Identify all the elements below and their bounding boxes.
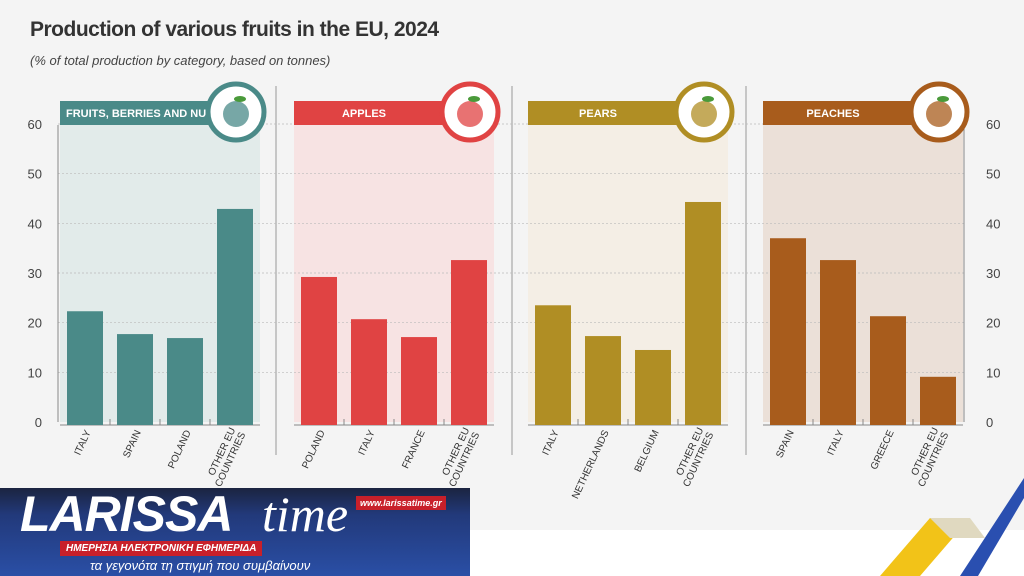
apple-icon-fruit	[457, 101, 483, 127]
x-tick-label: FRANCE	[400, 428, 427, 470]
bar-other-eu	[217, 208, 253, 425]
bar-italy	[820, 260, 856, 425]
x-tick-label-line: FRANCE	[400, 428, 427, 470]
bar-netherlands	[585, 336, 621, 425]
apple-icon-leaf	[468, 96, 480, 102]
x-tick-label: OTHER EUCOUNTRIES	[671, 426, 716, 489]
x-tick-label: BELGIUM	[633, 429, 662, 474]
mixed-fruit-icon-fruit	[223, 101, 249, 127]
bar-other-eu	[451, 260, 487, 425]
bar-poland	[167, 338, 203, 425]
x-tick-label: ITALY	[826, 428, 847, 457]
y-tick-label-right: 0	[986, 415, 993, 430]
mixed-fruit-icon-leaf	[234, 96, 246, 102]
panel-title: PEACHES	[806, 108, 859, 120]
panel-title: APPLES	[342, 108, 386, 120]
bar-france	[401, 337, 437, 425]
x-tick-label: SPAIN	[774, 429, 796, 460]
bar-spain	[770, 238, 806, 425]
panel-title: FRUITS, BERRIES AND NUTS (¹)	[66, 108, 235, 120]
y-tick-label-right: 40	[986, 216, 1000, 231]
x-tick-label-line: POLAND	[300, 429, 327, 471]
y-tick-label-left: 10	[28, 365, 42, 380]
x-tick-label-line: ITALY	[73, 428, 94, 457]
y-tick-label-left: 40	[28, 216, 42, 231]
x-tick-label: OTHER EUCOUNTRIES	[203, 426, 248, 489]
bar-italy	[535, 305, 571, 425]
y-tick-label-right: 50	[986, 167, 1000, 182]
bar-greece	[870, 316, 906, 425]
bar-poland	[301, 276, 337, 425]
panel-2: PEARS ITALY NETHERLANDS BELGIUM OTHER EUCOUN…	[528, 81, 735, 501]
bar-other-eu	[685, 201, 721, 425]
x-tick-label: ITALY	[541, 428, 562, 457]
logo-tagline: ΗΜΕΡΗΣΙΑ ΗΛΕΚΤΡΟΝΙΚΗ ΕΦΗΜΕΡΙΔΑ	[60, 541, 263, 556]
x-tick-label-line: ITALY	[357, 428, 378, 457]
y-tick-label-left: 60	[28, 117, 42, 132]
bar-other-eu	[920, 376, 956, 425]
bar-belgium	[635, 349, 671, 425]
bar-italy	[67, 311, 103, 425]
logo-slogan: τα γεγονότα τη στιγμή που συμβαίνουν	[90, 558, 311, 573]
x-tick-label-line: SPAIN	[774, 429, 796, 460]
panel-0: FRUITS, BERRIES AND NUTS (¹) ITALY SPAIN PO…	[60, 81, 267, 489]
x-tick-label: ITALY	[73, 428, 94, 457]
y-tick-label-left: 20	[28, 316, 42, 331]
peach-icon-fruit	[926, 101, 952, 127]
bar-spain	[117, 334, 153, 425]
x-tick-label: POLAND	[166, 429, 193, 471]
panel-1: APPLES POLAND ITALY FRANCE OTHER EUCOUNTRIES	[294, 81, 501, 489]
y-tick-label-left: 30	[28, 266, 42, 281]
y-tick-label-left: 50	[28, 167, 42, 182]
x-tick-label: OTHER EUCOUNTRIES	[437, 426, 482, 489]
x-tick-label-line: BELGIUM	[633, 429, 662, 474]
logo-name: LARISSA	[20, 486, 233, 542]
peach-icon-leaf	[937, 96, 949, 102]
x-tick-label-line: ITALY	[541, 428, 562, 457]
y-tick-label-left: 0	[35, 415, 42, 430]
y-tick-label-right: 10	[986, 365, 1000, 380]
panel-title: PEARS	[579, 108, 617, 120]
x-tick-label-line: GREECE	[869, 428, 897, 471]
x-tick-label-line: POLAND	[166, 429, 193, 471]
x-tick-label-line: ITALY	[826, 428, 847, 457]
logo-time: time	[262, 486, 349, 542]
y-tick-label-right: 30	[986, 266, 1000, 281]
decorative-chevron-icon	[880, 478, 1024, 576]
x-tick-label: POLAND	[300, 429, 327, 471]
x-tick-label-line: NETHERLANDS	[570, 428, 612, 500]
y-tick-label-right: 20	[986, 316, 1000, 331]
x-tick-label: ITALY	[357, 428, 378, 457]
x-tick-label: GREECE	[869, 428, 897, 471]
larissatime-logo[interactable]: LARISSA time www.larissatime.gr ΗΜΕΡΗΣΙΑ…	[0, 488, 470, 576]
x-tick-label: SPAIN	[121, 429, 143, 460]
y-tick-label-right: 60	[986, 117, 1000, 132]
x-tick-label: NETHERLANDS	[570, 428, 612, 500]
chart-title: Production of various fruits in the EU, …	[30, 18, 439, 41]
bar-italy	[351, 319, 387, 425]
pear-icon-leaf	[702, 96, 714, 102]
chart-subtitle: (% of total production by category, base…	[30, 53, 331, 68]
pear-icon-fruit	[691, 101, 717, 127]
x-tick-label-line: SPAIN	[121, 429, 143, 460]
logo-url[interactable]: www.larissatime.gr	[356, 496, 446, 510]
